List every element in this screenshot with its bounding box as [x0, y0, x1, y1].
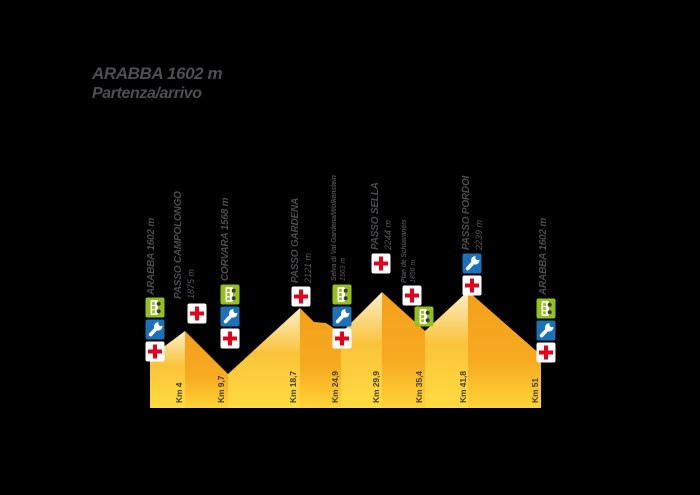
refreshment-truck-icon — [414, 306, 434, 327]
service-icons-pordoi — [462, 253, 482, 296]
first-aid-cross-icon — [291, 286, 311, 307]
title-start-finish: Partenza/arrivo — [92, 85, 202, 103]
km-marker-corvara: Km 9,7 — [216, 375, 226, 403]
page-title: ARABBA 1602 m Partenza/arrivo — [92, 64, 223, 104]
stop-name: ARABBA 1602 m — [146, 217, 157, 295]
first-aid-cross-icon — [462, 275, 482, 296]
service-icons-schiavaneis-cross — [402, 285, 422, 306]
descent-to-schiavaneis — [382, 292, 425, 408]
stop-elevation: 2244 m — [382, 219, 393, 250]
km-marker-schiavaneis: Km 35,4 — [414, 371, 424, 403]
climb-pordoi — [425, 291, 468, 408]
refreshment-truck-icon — [145, 297, 165, 318]
refreshment-truck-icon — [332, 284, 352, 305]
stop-name: PASSO GARDENA — [290, 197, 301, 283]
km-marker-campolongo: Km 4 — [174, 382, 184, 403]
climb-sella — [341, 292, 382, 408]
mechanic-wrench-icon — [462, 253, 482, 274]
stop-label-passo-gardena: PASSO GARDENA 2121 m — [290, 198, 314, 283]
km-marker-gardena: Km 18,7 — [288, 371, 298, 403]
first-aid-cross-icon — [371, 253, 391, 274]
service-icons-arabba-finish — [536, 298, 556, 363]
km-marker-sella: Km 29,9 — [371, 371, 381, 403]
first-aid-cross-icon — [402, 285, 422, 306]
stop-elevation: 1563 m — [339, 257, 347, 281]
service-icons-corvara — [220, 284, 240, 349]
service-icons-selva — [332, 284, 352, 349]
first-aid-cross-icon — [220, 328, 240, 349]
km-marker-pordoi: Km 41,8 — [458, 371, 468, 403]
first-aid-cross-icon — [187, 303, 207, 324]
stop-elevation: 1856 m — [409, 259, 417, 283]
first-aid-cross-icon — [145, 341, 165, 362]
stop-label-passo-sella: PASSO SELLA 2244 m — [370, 182, 394, 250]
mechanic-wrench-icon — [536, 320, 556, 341]
stop-name: PASSO SELLA — [370, 182, 381, 250]
mechanic-wrench-icon — [332, 306, 352, 327]
stop-name: CORVARA 1568 m — [220, 197, 231, 281]
service-icons-campolongo — [187, 303, 207, 324]
stop-name: PASSO PORDOI — [461, 175, 472, 250]
first-aid-cross-icon — [536, 342, 556, 363]
refreshment-truck-icon — [536, 298, 556, 319]
stop-label-plan-de-schiavaneis: Plan de Schiavaneis 1856 m — [401, 219, 419, 283]
service-icons-schiavaneis-truck — [414, 306, 434, 327]
refreshment-truck-icon — [220, 284, 240, 305]
stop-label-passo-campolongo: PASSO CAMPOLONGO 1875 m — [173, 191, 197, 299]
stop-name: ARABBA 1602 m — [538, 217, 549, 295]
title-location: ARABBA 1602 m — [92, 64, 223, 83]
service-icons-gardena — [291, 286, 311, 307]
km-marker-selva: Km 24,9 — [330, 371, 340, 403]
stop-elevation: 1875 m — [185, 268, 196, 299]
stop-elevation: 2239 m — [473, 219, 484, 250]
descent-to-selva — [300, 308, 341, 408]
stop-name: Selva di Val Gardena/Wolkenstein — [331, 175, 338, 281]
stop-label-arabba-finish: ARABBA 1602 m — [538, 218, 551, 295]
mechanic-wrench-icon — [220, 306, 240, 327]
stop-label-passo-pordoi: PASSO PORDOI 2239 m — [461, 176, 485, 250]
stop-name: PASSO CAMPOLONGO — [173, 191, 184, 299]
descent-to-corvara — [185, 331, 228, 408]
mountain-faces — [150, 291, 541, 408]
stop-label-corvara: CORVARA 1568 m — [220, 198, 233, 281]
mechanic-wrench-icon — [145, 319, 165, 340]
service-icons-sella — [371, 253, 391, 274]
stop-name: Plan de Schiavaneis — [401, 219, 408, 283]
climb-campolongo — [150, 331, 185, 408]
descent-to-arabba — [468, 291, 541, 408]
first-aid-cross-icon — [332, 328, 352, 349]
stop-label-selva-val-gardena: Selva di Val Gardena/Wolkenstein 1563 m — [331, 175, 349, 281]
service-icons-arabba-start — [145, 297, 165, 362]
stop-elevation: 2121 m — [302, 252, 313, 283]
km-marker-arabba-finish: Km 51 — [530, 377, 540, 403]
stop-label-arabba-start: ARABBA 1602 m — [146, 218, 159, 295]
climb-gardena — [228, 308, 300, 408]
